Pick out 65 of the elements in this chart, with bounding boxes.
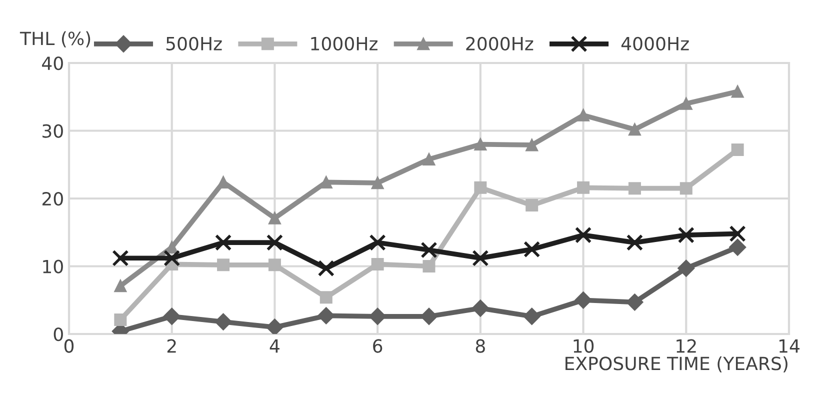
point — [628, 123, 641, 136]
point — [318, 260, 334, 277]
point — [422, 152, 436, 166]
point — [164, 250, 180, 266]
point — [574, 226, 592, 244]
x-tick-label: 14 — [779, 339, 800, 353]
point — [574, 292, 592, 309]
point — [729, 225, 746, 242]
point — [369, 234, 386, 251]
y-tick-label: 30 — [42, 124, 63, 138]
point — [266, 234, 284, 251]
x-tick-label: 0 — [64, 339, 74, 353]
point — [474, 138, 487, 151]
y-tick-label: 20 — [42, 192, 63, 206]
point — [320, 291, 332, 304]
point — [420, 242, 438, 258]
y-tick-label: 0 — [54, 327, 63, 342]
point — [112, 250, 129, 266]
y-axis-title: THL (%) — [20, 31, 90, 48]
x-tick-label: 10 — [574, 339, 594, 353]
x-tick-label: 2 — [167, 339, 176, 353]
point — [626, 294, 644, 311]
legend-label: 2000Hz — [466, 36, 534, 50]
point — [626, 234, 644, 251]
point — [268, 258, 281, 272]
x-tick-label: 6 — [373, 339, 382, 353]
point — [268, 212, 281, 224]
point — [369, 308, 386, 325]
point — [114, 314, 127, 326]
point — [474, 181, 487, 194]
legend-label: 500Hz — [166, 36, 222, 50]
point — [114, 280, 127, 292]
point — [422, 260, 436, 272]
y-tick-label: 10 — [43, 260, 63, 274]
point — [472, 250, 489, 266]
point — [524, 240, 540, 258]
point — [214, 234, 232, 251]
x-axis-title: EXPOSURE TIME (YEARS) — [566, 356, 788, 372]
y-tick-label: 40 — [42, 56, 63, 70]
point — [577, 181, 590, 194]
point — [163, 308, 180, 325]
point — [577, 108, 590, 122]
x-tick-label: 12 — [676, 339, 696, 353]
point — [523, 308, 540, 325]
point — [214, 313, 232, 330]
point — [371, 258, 384, 270]
point — [266, 318, 284, 334]
legend-label: 1000Hz — [311, 36, 378, 50]
point — [678, 226, 694, 244]
point — [729, 238, 746, 256]
point — [526, 138, 538, 152]
point — [678, 260, 695, 277]
point — [217, 258, 230, 272]
point — [472, 300, 489, 317]
x-tick-label: 4 — [270, 339, 280, 353]
point — [628, 182, 641, 195]
legend-label: 4000Hz — [621, 36, 689, 50]
point — [526, 199, 538, 212]
point — [371, 176, 384, 190]
point — [680, 182, 692, 195]
point — [731, 85, 744, 98]
x-tick-label: 8 — [476, 339, 485, 353]
point — [318, 307, 335, 324]
point — [680, 97, 692, 110]
point — [731, 143, 744, 156]
